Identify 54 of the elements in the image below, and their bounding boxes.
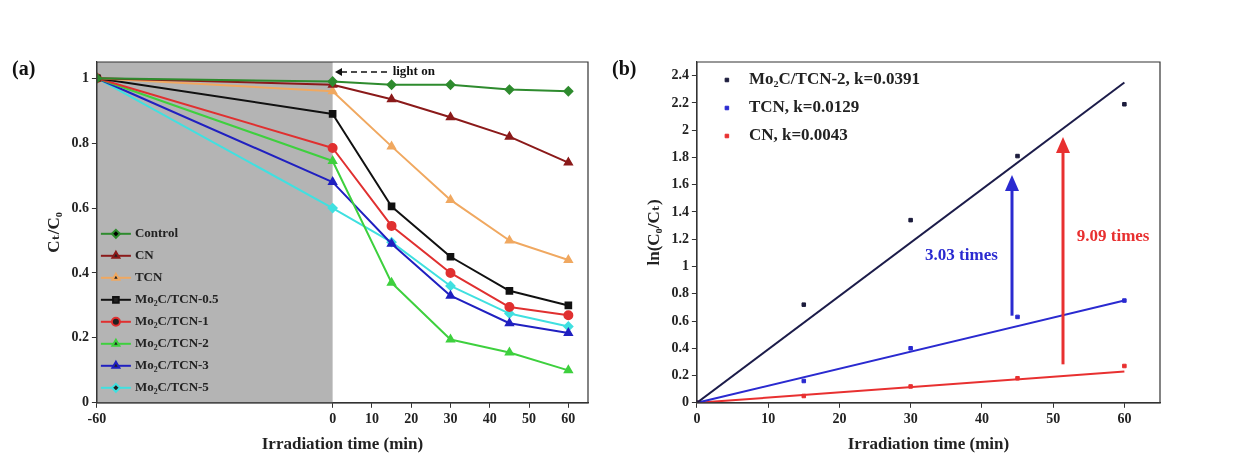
legend-label: Mo₂C/TCN-5 bbox=[134, 379, 210, 395]
y-tick-label: 1 bbox=[681, 258, 689, 274]
x-tick-label: 20 bbox=[404, 410, 419, 426]
x-tick-label: 0 bbox=[329, 410, 337, 426]
y-tick-label: 0.6 bbox=[671, 312, 689, 328]
annotation: 9.09 times bbox=[1076, 225, 1150, 245]
legend-label: Mo₂C/TCN-1 bbox=[134, 313, 209, 329]
x-tick-label: 50 bbox=[522, 410, 537, 426]
y-tick-label: 0.8 bbox=[71, 134, 89, 150]
y-tick-label: 2.4 bbox=[671, 67, 689, 83]
y-tick-label: 0 bbox=[81, 394, 89, 410]
y-tick-label: 2.2 bbox=[671, 94, 689, 110]
y-axis-title: Cₜ/C₀ bbox=[43, 212, 63, 253]
chart-title: (b) bbox=[612, 57, 637, 81]
y-tick-label: 1 bbox=[81, 69, 89, 85]
y-tick-label: 1.4 bbox=[671, 203, 689, 219]
y-tick-label: 0.4 bbox=[671, 339, 689, 355]
legend-label: Mo₂C/TCN-2 bbox=[134, 335, 209, 351]
legend-label: TCN bbox=[134, 269, 163, 285]
y-tick-label: 0.2 bbox=[671, 367, 689, 383]
legend-label: TCN, k=0.0129 bbox=[748, 97, 860, 117]
y-tick-label: 1.2 bbox=[671, 230, 689, 246]
x-tick-label: 0 bbox=[693, 410, 701, 426]
x-tick-label: 20 bbox=[832, 410, 847, 426]
legend-label: Mo₂C/TCN-2, k=0.0391 bbox=[748, 69, 920, 89]
x-tick-label: 50 bbox=[1046, 410, 1061, 426]
y-tick-label: 0.4 bbox=[71, 264, 89, 280]
x-tick-label: 60 bbox=[561, 410, 576, 426]
x-tick-label: 30 bbox=[443, 410, 458, 426]
legend-label: Control bbox=[134, 225, 179, 241]
y-tick-label: 2 bbox=[681, 121, 689, 137]
chart-title: (a) bbox=[12, 57, 36, 81]
y-tick-label: 1.6 bbox=[671, 176, 689, 192]
annotation: 3.03 times bbox=[925, 244, 999, 264]
legend-label: CN bbox=[134, 247, 155, 263]
y-tick-label: 0 bbox=[681, 394, 689, 410]
x-tick-label: 10 bbox=[364, 410, 379, 426]
x-tick-label: 30 bbox=[903, 410, 918, 426]
legend-label: Mo₂C/TCN-3 bbox=[134, 357, 210, 373]
legend-label: Mo₂C/TCN-0.5 bbox=[134, 291, 220, 307]
y-axis-title: ln(C₀/Cₜ) bbox=[643, 199, 663, 266]
x-axis-title: Irradiation time (min) bbox=[847, 434, 1010, 454]
x-tick-label: 40 bbox=[974, 410, 989, 426]
legend-label: CN, k=0.0043 bbox=[748, 125, 848, 145]
annotation: light on bbox=[392, 63, 436, 79]
x-axis-title: Irradiation time (min) bbox=[261, 434, 424, 454]
y-tick-label: 0.8 bbox=[671, 285, 689, 301]
x-tick-label: 60 bbox=[1117, 410, 1132, 426]
y-tick-label: 0.2 bbox=[71, 329, 89, 345]
y-tick-label: 1.8 bbox=[671, 149, 689, 165]
x-tick-label: -60 bbox=[87, 410, 107, 426]
x-tick-label: 40 bbox=[482, 410, 497, 426]
y-tick-label: 0.6 bbox=[71, 199, 89, 215]
x-tick-label: 10 bbox=[761, 410, 776, 426]
